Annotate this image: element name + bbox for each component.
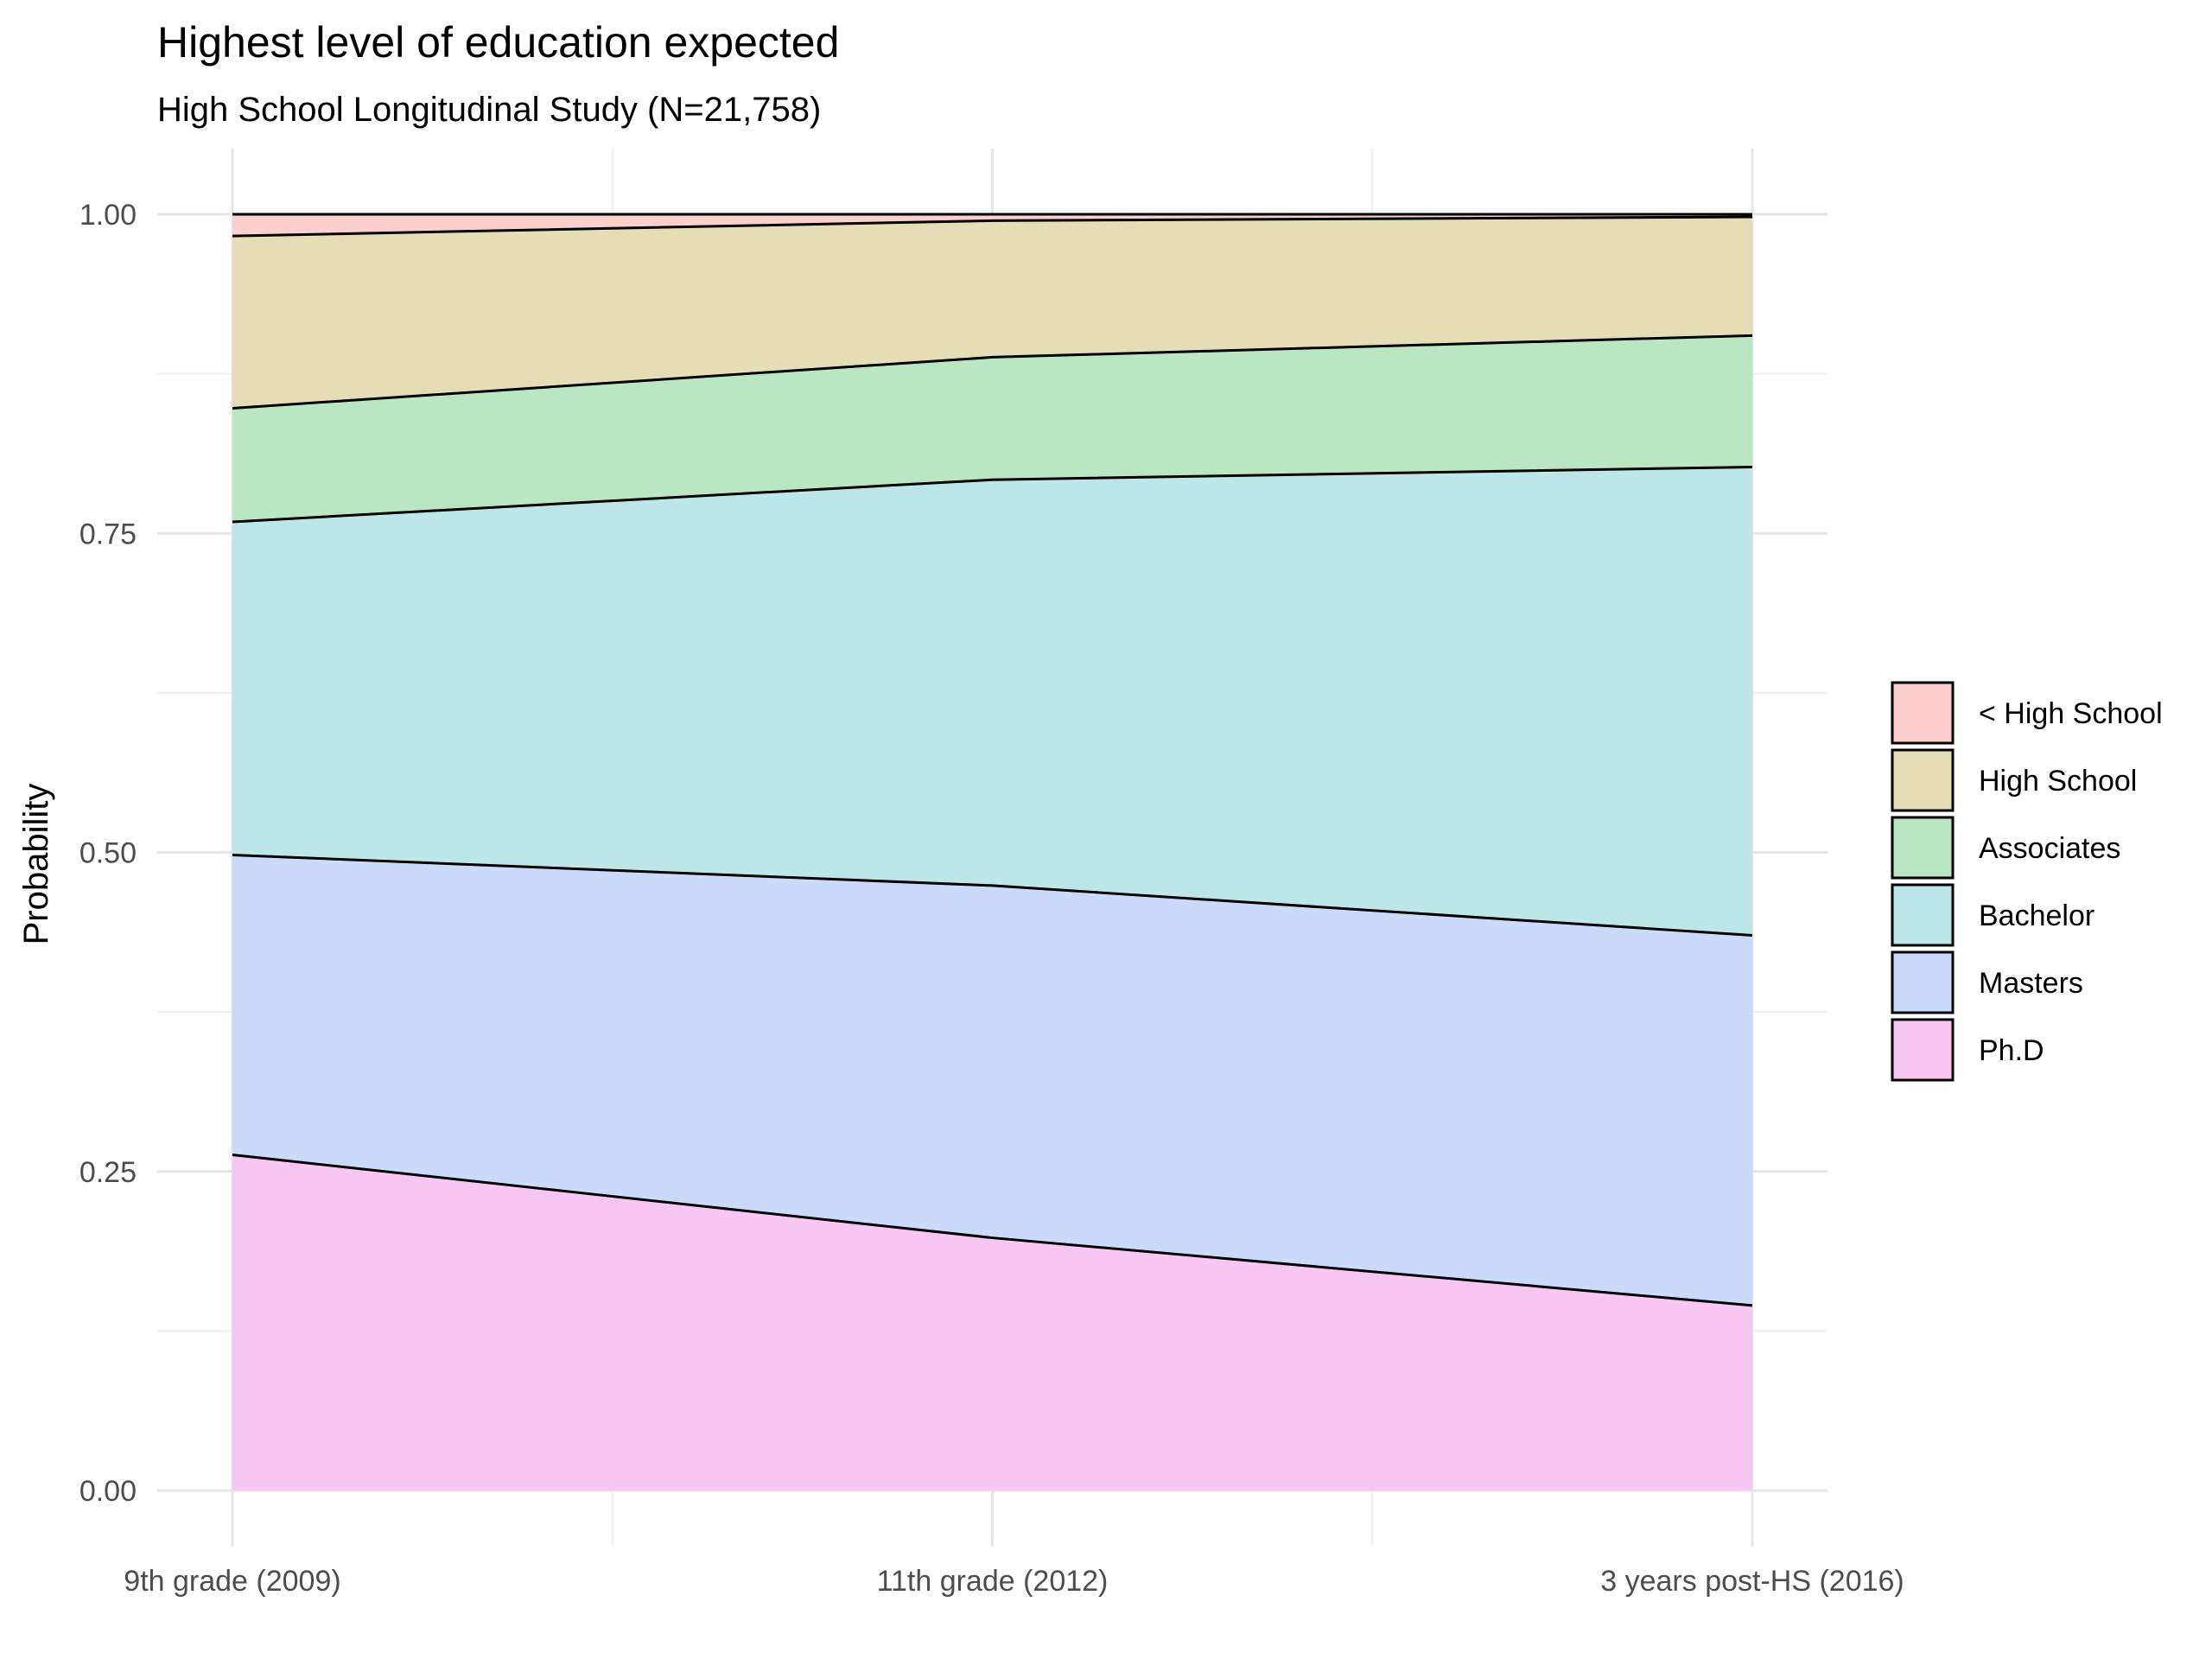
- legend-key-masters: [1891, 950, 1955, 1014]
- legend-key-high-school: [1891, 681, 1955, 745]
- legend-item-high-school: < High School: [1891, 681, 2163, 745]
- chart-subtitle: High School Longitudinal Study (N=21,758…: [157, 91, 821, 129]
- area-boundaries: [232, 213, 1753, 1307]
- legend-key-bachelor: [1891, 883, 1955, 947]
- area-masters: [232, 855, 1752, 1306]
- boundary-ph-d: [232, 1154, 1753, 1307]
- boundary-bachelor: [232, 465, 1753, 524]
- area-associates: [232, 335, 1752, 522]
- x-tick-label: 9th grade (2009): [124, 1565, 340, 1598]
- legend-key-high-school: [1891, 748, 1955, 812]
- legend-label-ph-d: Ph.D: [1979, 1034, 2044, 1067]
- area-bachelor: [232, 467, 1752, 936]
- legend-item-high-school: High School: [1891, 748, 2137, 812]
- y-axis-ticks: 0.00 0.25 0.50 0.75 1.00: [79, 199, 137, 1508]
- y-tick-label: 0.50: [79, 837, 137, 870]
- x-tick-label: 11th grade (2012): [877, 1565, 1109, 1598]
- area-ph-d: [232, 1154, 1752, 1491]
- legend-key-ph-d: [1891, 1018, 1955, 1082]
- legend-label-high-school: High School: [1979, 765, 2137, 798]
- legend-label-associates: Associates: [1979, 832, 2120, 865]
- legend-item-bachelor: Bachelor: [1891, 883, 2094, 947]
- y-tick-label: 0.75: [79, 518, 137, 550]
- legend-item-ph-d: Ph.D: [1891, 1018, 2044, 1082]
- legend-item-masters: Masters: [1891, 950, 2083, 1014]
- area-high-school: [232, 214, 1752, 237]
- area-bands: [232, 214, 1752, 1491]
- legend-label-high-school: < High School: [1979, 697, 2163, 730]
- legend-label-masters: Masters: [1979, 967, 2083, 1000]
- boundary-masters: [232, 853, 1753, 938]
- chart-title: Highest level of education expected: [157, 18, 839, 67]
- legend-label-bachelor: Bachelor: [1979, 899, 2094, 932]
- area-high-school: [232, 216, 1752, 409]
- y-tick-label: 0.00: [79, 1475, 137, 1508]
- legend-key-associates: [1891, 816, 1955, 880]
- legend: < High School High School Associates Bachel…: [1891, 681, 2163, 1082]
- y-tick-label: 1.00: [79, 199, 137, 232]
- boundary-high-school: [232, 215, 1753, 238]
- x-tick-label: 3 years post-HS (2016): [1600, 1565, 1904, 1598]
- y-tick-label: 0.25: [79, 1156, 137, 1189]
- legend-item-associates: Associates: [1891, 816, 2120, 880]
- x-axis-ticks: 9th grade (2009) 11th grade (2012) 3 years…: [124, 1565, 1904, 1598]
- y-axis-title: Probability: [17, 784, 55, 945]
- boundary-associates: [232, 334, 1753, 410]
